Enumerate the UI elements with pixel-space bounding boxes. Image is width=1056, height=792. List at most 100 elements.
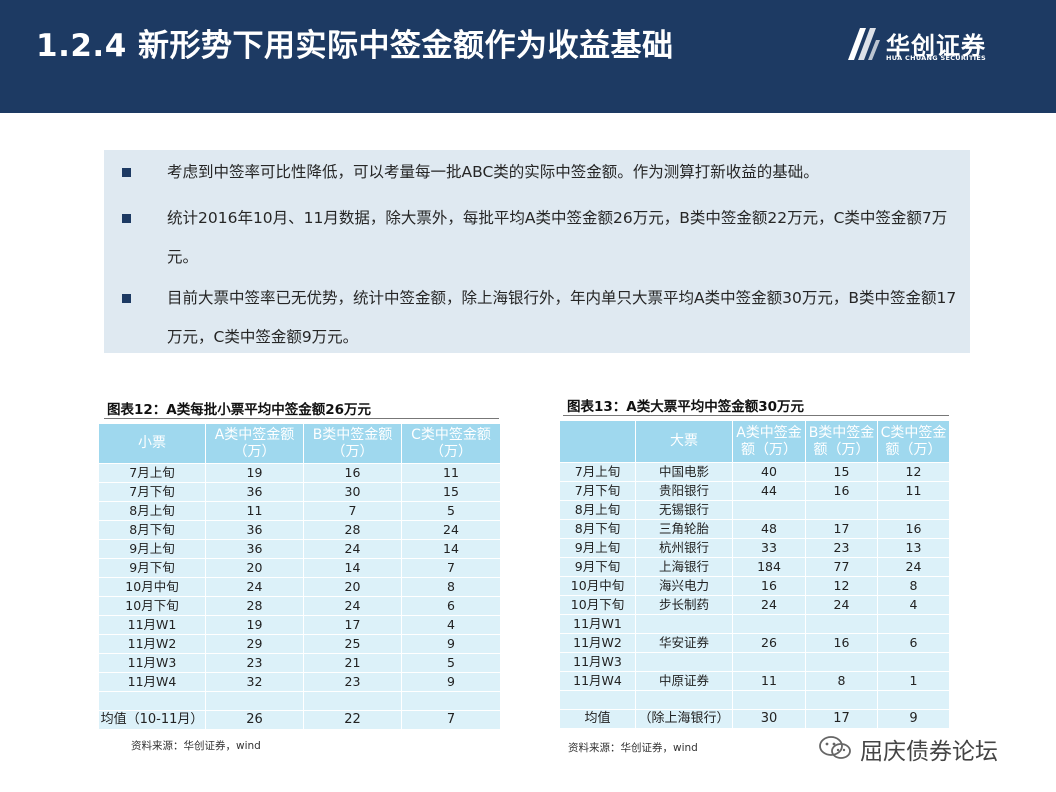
table-cell: [877, 500, 950, 520]
table-cell: [635, 690, 733, 710]
table-cell: 40: [732, 462, 806, 482]
watermark: 屈庆债券论坛: [818, 732, 1033, 765]
table-row: 9月下旬 上海银行 184 77 24: [559, 557, 950, 577]
table-row: 7月下旬 贵阳银行 44 16 11: [559, 481, 950, 501]
table-cell: 11月W3: [98, 653, 206, 673]
header-cell: B类中签金额（万）: [805, 420, 878, 463]
table-cell: 13: [877, 538, 950, 558]
table-cell: 4: [877, 595, 950, 615]
table-cell: 30: [303, 482, 402, 502]
table-row: 11月W2 华安证券 26 16 6: [559, 633, 950, 653]
header-cell: [559, 420, 636, 463]
table-cell: 1: [877, 671, 950, 691]
table-cell: [732, 690, 806, 710]
table-cell: 5: [401, 653, 501, 673]
table12-source: 资料来源：华创证券，wind: [131, 740, 261, 752]
table12-caption: 图表12：A类每批小票平均中签金额26万元: [107, 402, 372, 418]
table-cell: 16: [303, 463, 402, 483]
table-cell: 无锡银行: [635, 500, 733, 520]
table-cell: 20: [303, 577, 402, 597]
table-row: 10月中旬 海兴电力 16 12 8: [559, 576, 950, 596]
table-cell: 7月上旬: [98, 463, 206, 483]
header-bar: 1.2.4 新形势下用实际中签金额作为收益基础 华创证券 HUA CHUANG …: [0, 0, 1056, 113]
table-cell: [559, 690, 636, 710]
table-cell: [401, 691, 501, 711]
table-cell: 11: [205, 501, 304, 521]
table-cell: 30: [732, 709, 806, 729]
table-cell: 12: [805, 576, 878, 596]
bullet-text: 统计2016年10月、11月数据，除大票外，每批平均A类中签金额26万元，B类中…: [167, 209, 948, 266]
table-cell: 11月W1: [559, 614, 636, 634]
table-row: [559, 690, 950, 710]
table-cell: 9月下旬: [98, 558, 206, 578]
table-cell: 16: [805, 481, 878, 501]
table-cell: [205, 691, 304, 711]
table-cell: 7月下旬: [559, 481, 636, 501]
table-cell: 17: [805, 709, 878, 729]
table-cell: 杭州银行: [635, 538, 733, 558]
table-row: 11月W4 32 23 9: [98, 672, 501, 692]
table-row: 7月上旬 中国电影 40 15 12: [559, 462, 950, 482]
table-cell: 9: [401, 634, 501, 654]
table-cell: 9: [401, 672, 501, 692]
table-row: 11月W3 23 21 5: [98, 653, 501, 673]
table-cell: 23: [805, 538, 878, 558]
table-cell: [877, 690, 950, 710]
table-cell: 中国电影: [635, 462, 733, 482]
table13-caption-rule: [563, 415, 949, 416]
table-row: 8月下旬 36 28 24: [98, 520, 501, 540]
table-row: 10月中旬 24 20 8: [98, 577, 501, 597]
table-cell: 24: [205, 577, 304, 597]
table-cell: 24: [732, 595, 806, 615]
table-cell: 184: [732, 557, 806, 577]
table-cell: [805, 500, 878, 520]
table-cell: 11月W3: [559, 652, 636, 672]
bullet-square-icon: [122, 214, 131, 223]
table-cell: 步长制药: [635, 595, 733, 615]
table-cell: 海兴电力: [635, 576, 733, 596]
header-cell: A类中签金额（万）: [732, 420, 806, 463]
table-cell: 26: [205, 710, 304, 730]
table-cell: 16: [805, 633, 878, 653]
table-cell: 32: [205, 672, 304, 692]
table-cell: [732, 614, 806, 634]
table-cell: 华安证券: [635, 633, 733, 653]
table-average-row: 均值（10-11月） 26 22 7: [98, 710, 501, 730]
table-row: 11月W3: [559, 652, 950, 672]
logo-chinese-name: 华创证券: [886, 32, 986, 60]
table-cell: 11: [877, 481, 950, 501]
table-cell: 8月下旬: [98, 520, 206, 540]
table-cell: 8月上旬: [559, 500, 636, 520]
page-title: 1.2.4 新形势下用实际中签金额作为收益基础: [36, 28, 674, 64]
table-row: 7月上旬 19 16 11: [98, 463, 501, 483]
table-cell: 33: [732, 538, 806, 558]
table-cell: 36: [205, 520, 304, 540]
table-cell: 三角轮胎: [635, 519, 733, 539]
table-cell: 20: [205, 558, 304, 578]
table-row: 7月下旬 36 30 15: [98, 482, 501, 502]
table-cell: 上海银行: [635, 557, 733, 577]
table-cell: 11月W2: [559, 633, 636, 653]
table-cell: 24: [303, 596, 402, 616]
table-row: 11月W4 中原证券 11 8 1: [559, 671, 950, 691]
table-cell: 9月上旬: [559, 538, 636, 558]
table-cell: 21: [303, 653, 402, 673]
table-row: 8月上旬 无锡银行: [559, 500, 950, 520]
table-row: 10月下旬 步长制药 24 24 4: [559, 595, 950, 615]
table-cell: [98, 691, 206, 711]
table-cell: [635, 652, 733, 672]
table-cell: 11: [732, 671, 806, 691]
table-cell: [635, 614, 733, 634]
table-cell: 23: [205, 653, 304, 673]
table-cell: [877, 614, 950, 634]
table-cell: 6: [877, 633, 950, 653]
table-cell: 44: [732, 481, 806, 501]
table-cell: 19: [205, 463, 304, 483]
table-cell: 4: [401, 615, 501, 635]
bullet-text: 考虑到中签率可比性降低，可以考量每一批ABC类的实际中签金额。作为测算打新收益的…: [167, 163, 819, 181]
table-cell: [732, 652, 806, 672]
company-logo: 华创证券 HUA CHUANG SECURITIES: [846, 26, 1016, 68]
table-cell: 5: [401, 501, 501, 521]
table-cell: 17: [805, 519, 878, 539]
table-cell: 29: [205, 634, 304, 654]
